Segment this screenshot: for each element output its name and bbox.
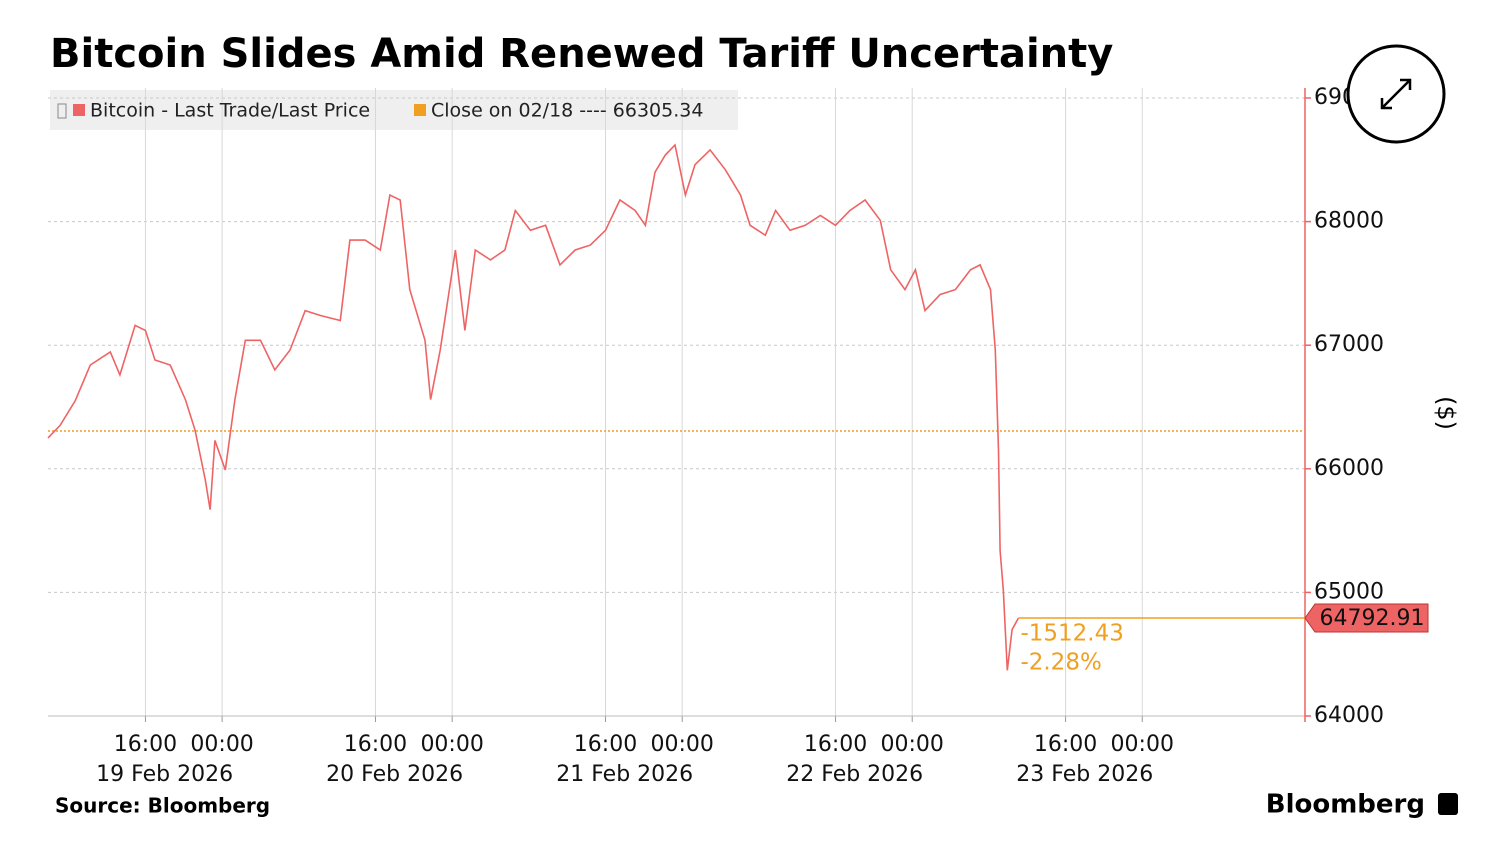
y-tick-label: 65000 [1314,579,1384,604]
legend-label: Close on 02/18 ---- 66305.34 [431,100,703,122]
x-date-label: 20 Feb 2026 [326,762,463,787]
x-date-label: 22 Feb 2026 [786,762,923,787]
source: Source: Bloomberg [55,794,270,818]
x-tick-label: 00:00 [1111,732,1174,757]
legend-handle [57,103,67,119]
legend-label: Bitcoin - Last Trade/Last Price [90,100,370,122]
x-tick-label: 00:00 [190,732,253,757]
legend-background [50,90,738,130]
x-tick-label: 00:00 [881,732,944,757]
x-tick-label: 00:00 [420,732,483,757]
brand-icon [1438,793,1458,815]
annotation: -2.28% [1020,649,1101,675]
y-tick-label: 68000 [1314,209,1384,234]
expand-button[interactable] [1346,44,1446,144]
y-tick-label: 67000 [1314,332,1384,357]
x-date-label: 19 Feb 2026 [96,762,233,787]
y-tick-label: 66000 [1314,456,1384,481]
annotation: -1512.43 [1020,620,1123,646]
expand-icon[interactable] [1380,78,1412,110]
x-tick-label: 16:00 [114,732,177,757]
x-date-label: 23 Feb 2026 [1016,762,1153,787]
x-date-label: 21 Feb 2026 [556,762,693,787]
series-line [47,143,1020,671]
last-value-tag [1304,603,1429,633]
y-axis-label: ($) [1432,396,1460,430]
x-tick-label: 16:00 [804,732,867,757]
chart-title: Bitcoin Slides Amid Renewed Tariff Uncer… [50,31,1113,77]
x-tick-label: 16:00 [344,732,407,757]
legend-swatch [73,104,85,116]
brand: Bloomberg [1266,790,1425,820]
x-tick-label: 16:00 [1034,732,1097,757]
plot-area: 64000650006600067000680006900016:0000:00… [47,85,1429,787]
y-tick-label: 64000 [1314,703,1384,728]
x-tick-label: 16:00 [574,732,637,757]
last-value-label: 64792.91 [1320,606,1425,631]
legend-swatch [414,104,426,116]
x-tick-label: 00:00 [650,732,713,757]
